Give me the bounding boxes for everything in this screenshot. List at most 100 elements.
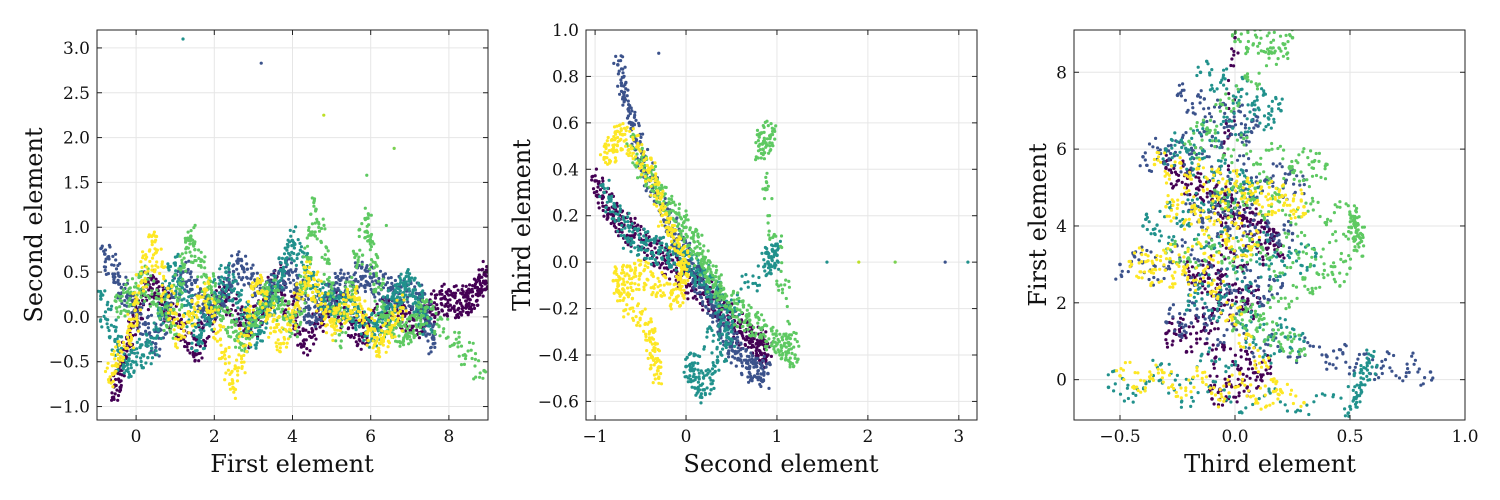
data-point bbox=[628, 112, 632, 116]
data-point bbox=[205, 310, 209, 314]
data-point bbox=[204, 299, 208, 303]
data-point bbox=[408, 328, 412, 332]
data-point bbox=[291, 316, 295, 320]
data-point bbox=[212, 320, 216, 324]
data-point bbox=[114, 345, 118, 349]
data-point bbox=[433, 332, 437, 336]
data-point bbox=[149, 313, 154, 317]
data-point bbox=[314, 319, 318, 323]
data-point bbox=[309, 212, 313, 216]
data-point bbox=[115, 388, 119, 392]
data-point bbox=[396, 319, 400, 323]
data-point bbox=[248, 314, 252, 318]
data-point bbox=[280, 326, 284, 330]
data-point bbox=[463, 357, 468, 361]
data-point bbox=[338, 282, 342, 287]
data-point bbox=[258, 325, 262, 329]
data-point bbox=[611, 213, 616, 218]
data-point bbox=[127, 317, 131, 321]
data-point bbox=[315, 237, 319, 241]
data-point bbox=[202, 323, 206, 327]
data-point bbox=[305, 321, 309, 325]
data-point bbox=[159, 247, 163, 251]
data-point bbox=[266, 275, 270, 279]
data-point bbox=[317, 313, 321, 317]
data-point bbox=[356, 280, 360, 284]
data-point bbox=[375, 254, 379, 258]
data-point bbox=[417, 305, 421, 310]
data-point bbox=[757, 348, 761, 353]
data-point bbox=[458, 301, 463, 306]
data-point bbox=[633, 232, 637, 236]
data-point bbox=[152, 230, 156, 234]
data-point bbox=[309, 230, 313, 234]
data-point bbox=[433, 296, 438, 300]
data-point bbox=[332, 295, 336, 299]
data-point bbox=[405, 269, 410, 273]
data-point bbox=[344, 298, 348, 302]
data-point bbox=[313, 312, 317, 316]
data-point bbox=[307, 265, 311, 270]
data-point bbox=[389, 333, 393, 337]
data-point bbox=[117, 343, 121, 347]
data-point bbox=[602, 214, 606, 218]
data-point bbox=[363, 299, 367, 303]
data-point bbox=[184, 251, 188, 255]
data-point bbox=[382, 333, 387, 337]
data-point bbox=[183, 344, 187, 349]
data-point bbox=[744, 338, 748, 342]
data-point bbox=[135, 321, 139, 325]
data-point bbox=[152, 279, 156, 283]
data-point bbox=[126, 278, 130, 282]
data-point bbox=[596, 185, 600, 189]
data-point bbox=[254, 346, 258, 350]
data-point bbox=[193, 258, 197, 263]
data-point bbox=[232, 263, 236, 267]
data-point bbox=[418, 295, 422, 299]
data-point bbox=[409, 338, 413, 342]
data-point bbox=[161, 292, 165, 296]
data-point bbox=[236, 261, 240, 265]
data-point bbox=[355, 284, 359, 289]
data-point bbox=[245, 267, 250, 271]
data-point bbox=[119, 379, 123, 383]
data-point bbox=[261, 315, 265, 319]
data-point bbox=[241, 266, 246, 270]
data-point bbox=[471, 294, 475, 298]
data-point bbox=[225, 306, 229, 310]
data-point bbox=[255, 341, 259, 345]
data-point bbox=[222, 276, 226, 280]
data-point bbox=[148, 304, 152, 308]
data-point bbox=[185, 299, 189, 303]
data-point bbox=[177, 295, 182, 299]
data-point bbox=[227, 273, 231, 277]
data-point bbox=[372, 335, 376, 340]
data-point bbox=[324, 309, 328, 313]
data-point bbox=[208, 318, 212, 323]
data-point bbox=[280, 276, 284, 280]
data-point bbox=[356, 260, 360, 264]
data-point bbox=[130, 324, 134, 328]
data-point bbox=[346, 271, 350, 275]
data-point bbox=[481, 294, 485, 298]
data-point bbox=[228, 382, 232, 386]
data-point bbox=[165, 305, 169, 309]
data-point bbox=[337, 307, 341, 311]
data-point bbox=[629, 217, 633, 221]
data-point bbox=[419, 319, 423, 323]
data-point bbox=[239, 264, 244, 268]
data-point bbox=[375, 339, 379, 343]
data-point bbox=[264, 302, 268, 306]
data-point bbox=[187, 331, 191, 335]
data-point bbox=[288, 253, 292, 257]
data-point bbox=[330, 281, 334, 285]
data-point bbox=[126, 335, 130, 339]
outlier-point bbox=[384, 223, 388, 228]
data-point bbox=[242, 308, 246, 312]
data-point bbox=[338, 344, 342, 348]
data-point bbox=[357, 255, 361, 259]
data-point bbox=[463, 294, 467, 298]
data-point bbox=[375, 304, 380, 309]
data-point bbox=[372, 283, 376, 287]
data-point bbox=[174, 342, 178, 346]
